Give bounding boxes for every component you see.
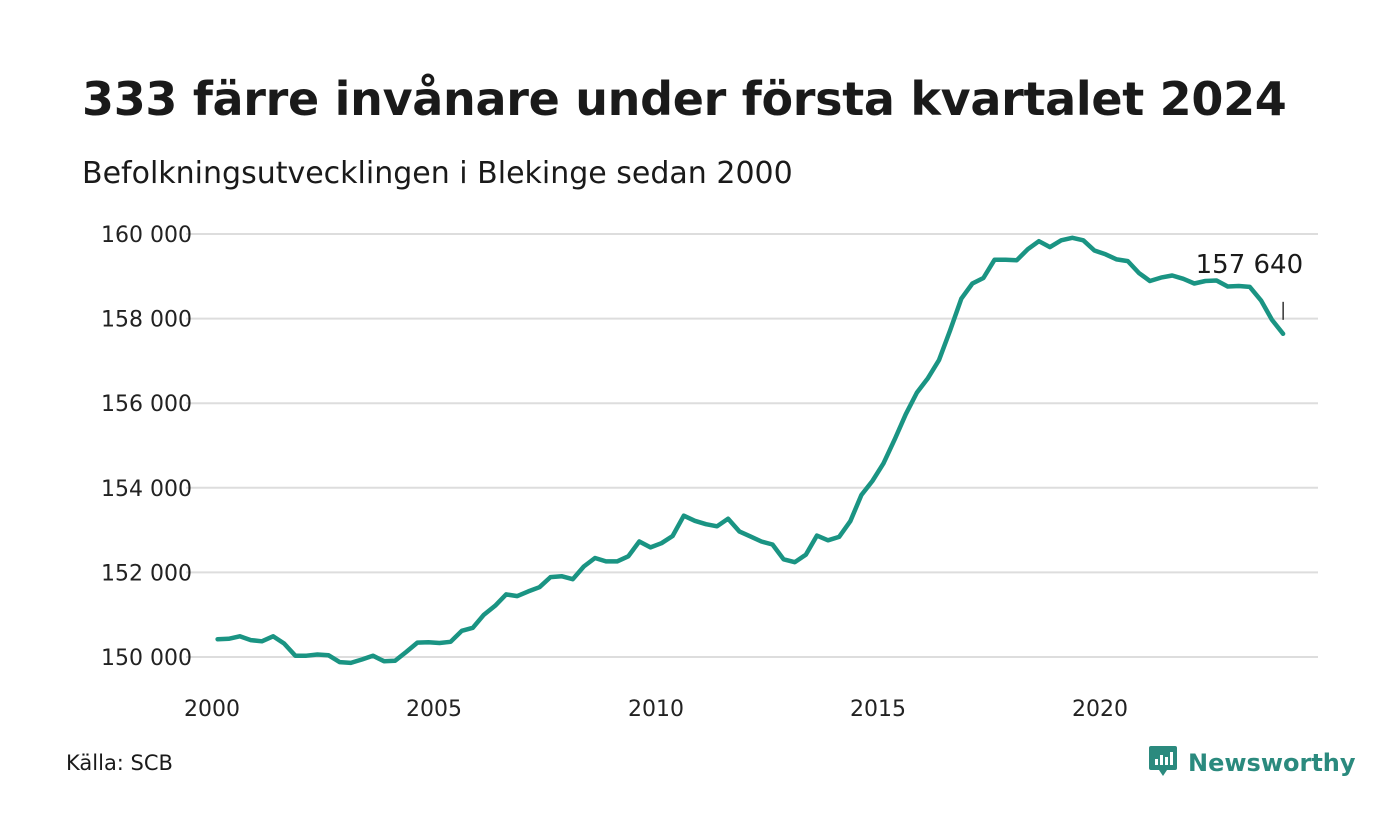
- y-tick-label: 156 000: [101, 392, 192, 417]
- y-tick-label: 158 000: [101, 308, 192, 333]
- x-tick-label: 2015: [850, 697, 906, 722]
- source-note: Källa: SCB: [66, 751, 173, 775]
- newsworthy-logo-icon: [1148, 744, 1178, 782]
- chart-subtitle: Befolkningsutvecklingen i Blekinge sedan…: [82, 156, 793, 191]
- x-tick-label: 2010: [628, 697, 684, 722]
- y-tick-label: 152 000: [101, 561, 192, 586]
- y-tick-label: 150 000: [101, 646, 192, 671]
- chart-title: 333 färre invånare under första kvartale…: [82, 72, 1287, 126]
- x-tick-label: 2000: [184, 697, 240, 722]
- y-tick-label: 160 000: [101, 223, 192, 248]
- y-tick-label: 154 000: [101, 477, 192, 502]
- series-line: [215, 235, 1286, 666]
- end-value-label: 157 640: [1196, 250, 1304, 280]
- brand-name: Newsworthy: [1188, 749, 1356, 777]
- x-tick-label: 2020: [1072, 697, 1128, 722]
- x-tick-label: 2005: [406, 697, 462, 722]
- brand-logo[interactable]: Newsworthy: [1148, 744, 1356, 782]
